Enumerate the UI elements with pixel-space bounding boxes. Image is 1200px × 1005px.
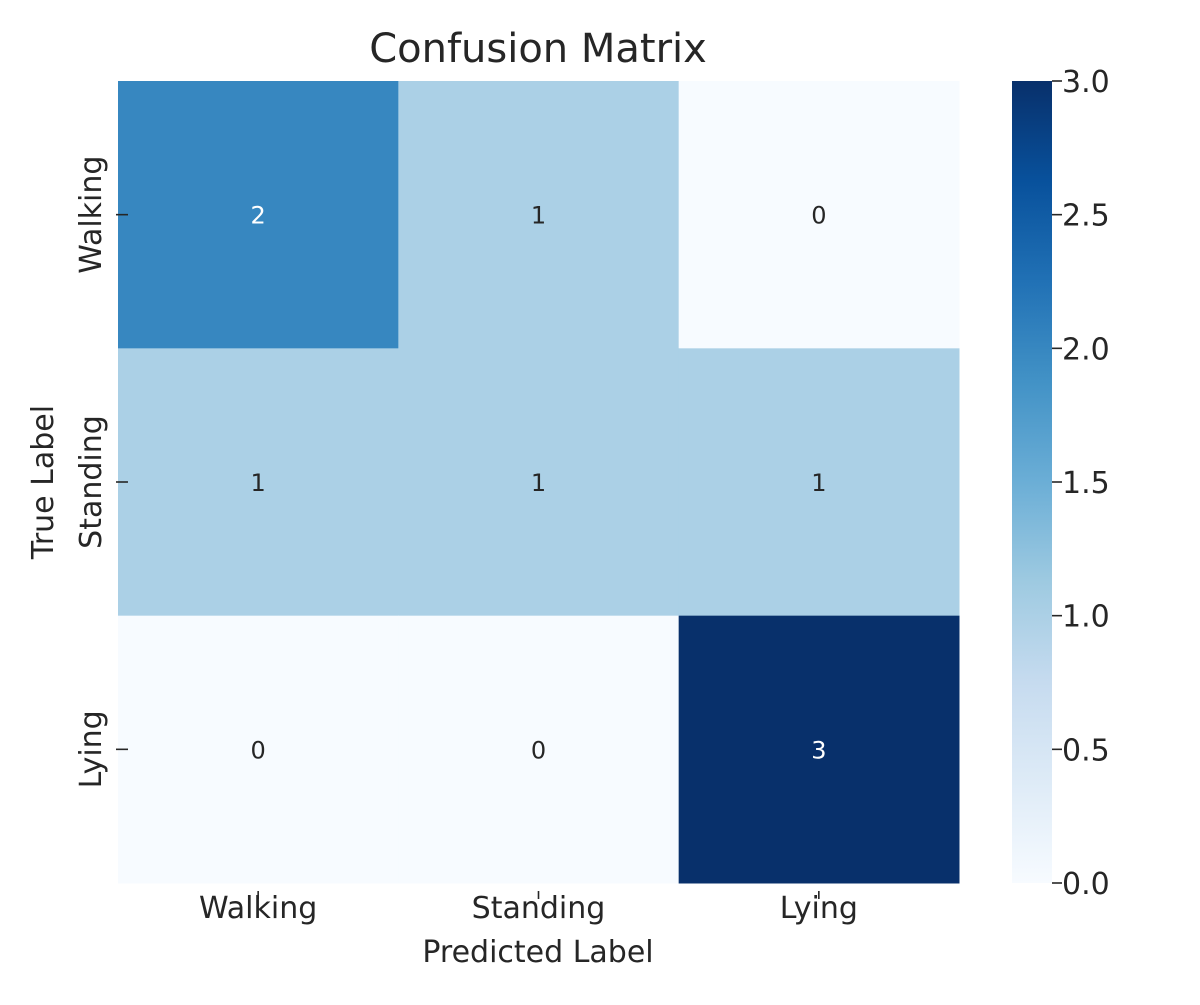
- heatmap-cell: [118, 348, 399, 617]
- heatmap-cell: [678, 615, 960, 884]
- y-tick-label: Walking: [74, 156, 109, 274]
- cell-value-label: 1: [251, 469, 266, 497]
- heatmap-cell: [398, 81, 680, 349]
- cell-value-label: 3: [811, 736, 826, 764]
- cell-value-label: 1: [811, 469, 826, 497]
- cell-value-label: 1: [531, 469, 546, 497]
- y-axis-ticks: Walking Standing Lying: [74, 156, 128, 788]
- x-axis-ticks: Walking Standing Lying: [199, 891, 858, 926]
- y-tick-label: Standing: [74, 415, 109, 549]
- x-tick-label: Lying: [780, 891, 858, 926]
- colorbar-ticks: 0.0 0.5 1.0 1.5 2.0 2.5 3.0: [1052, 65, 1110, 902]
- heatmap-cell: [118, 81, 399, 349]
- chart-title: Confusion Matrix: [369, 26, 707, 72]
- colorbar-gradient: [1012, 81, 1052, 883]
- colorbar-tick-label: 1.5: [1062, 466, 1110, 501]
- x-tick-label: Walking: [199, 891, 317, 926]
- cell-value-label: 2: [251, 202, 266, 230]
- heatmap-cell: [398, 348, 680, 617]
- heatmap-cell: [678, 348, 960, 617]
- colorbar-tick-label: 2.0: [1062, 332, 1110, 367]
- colorbar-tick-label: 1.0: [1062, 600, 1110, 635]
- cell-value-label: 0: [531, 736, 546, 764]
- heatmap-cell: [678, 81, 960, 349]
- colorbar: 0.0 0.5 1.0 1.5 2.0 2.5 3.0: [1012, 65, 1110, 902]
- colorbar-tick-label: 2.5: [1062, 199, 1110, 234]
- y-tick-label: Lying: [74, 710, 109, 788]
- x-tick-label: Standing: [472, 891, 606, 926]
- cell-value-label: 0: [811, 202, 826, 230]
- x-axis-label: Predicted Label: [422, 935, 653, 970]
- heatmap-cells: 2 1 0 1 1 1 0 0 3: [118, 81, 960, 884]
- cell-value-label: 1: [531, 202, 546, 230]
- colorbar-tick-label: 3.0: [1062, 65, 1110, 100]
- colorbar-tick-label: 0.0: [1062, 867, 1110, 902]
- colorbar-tick-label: 0.5: [1062, 733, 1110, 768]
- y-axis-label: True Label: [26, 405, 61, 560]
- cell-value-label: 0: [251, 736, 266, 764]
- heatmap-cell: [398, 615, 680, 884]
- heatmap-cell: [118, 615, 399, 884]
